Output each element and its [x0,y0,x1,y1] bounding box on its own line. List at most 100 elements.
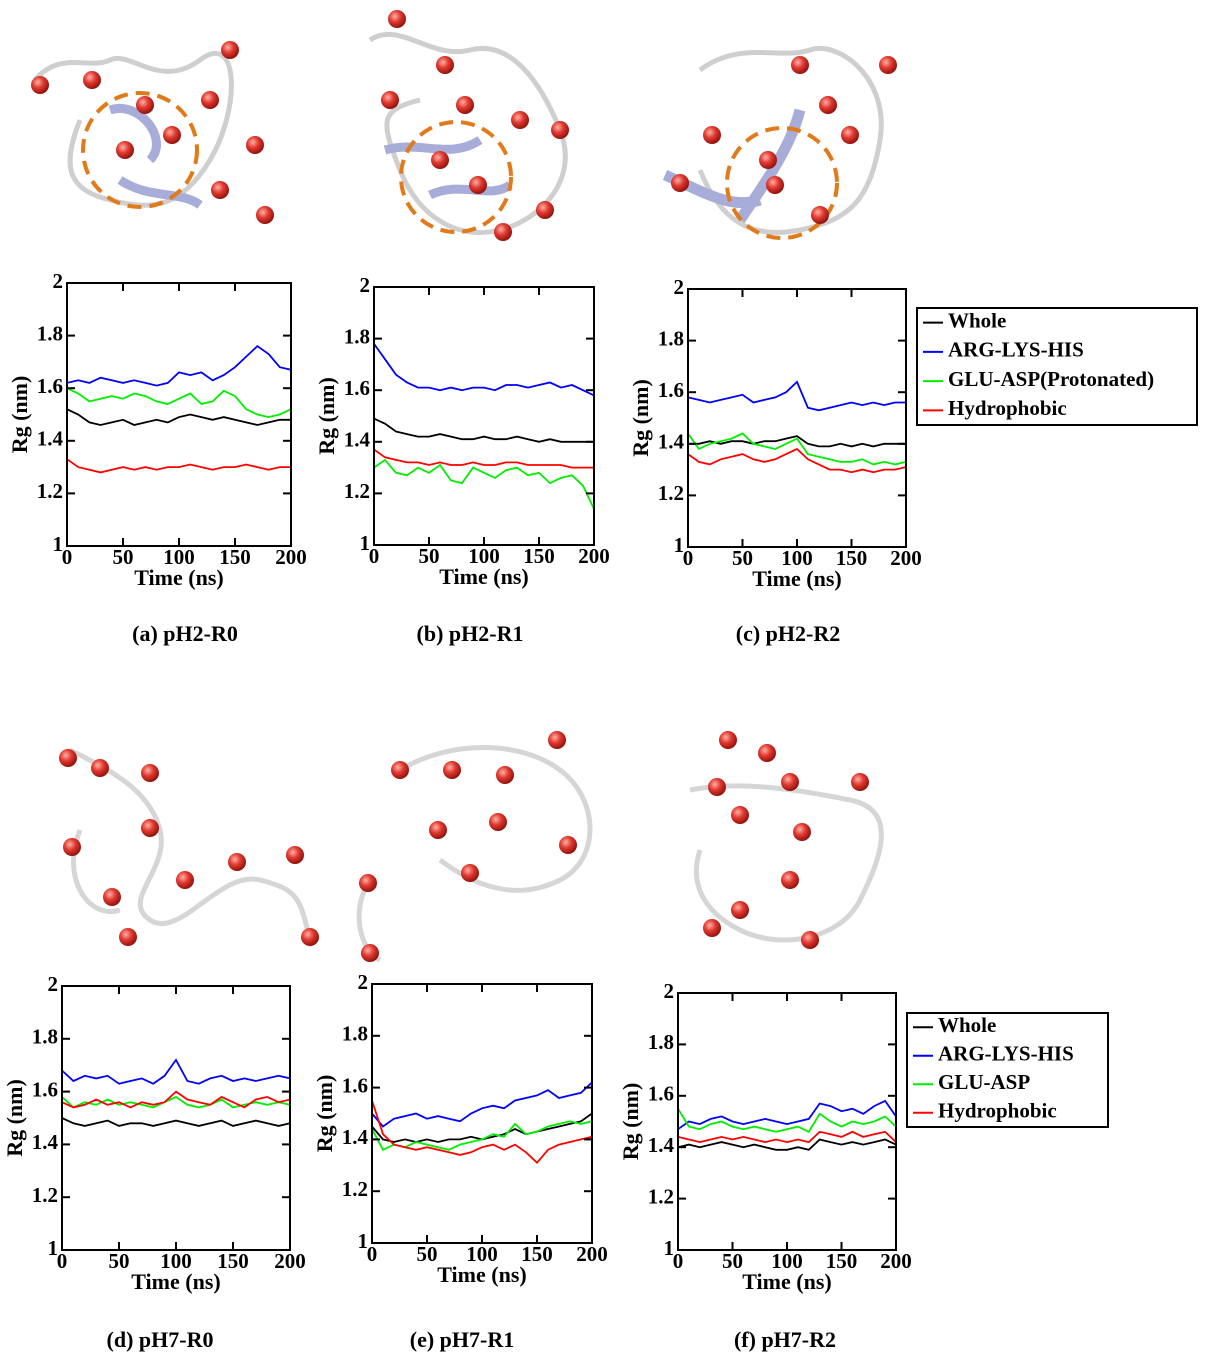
atom [781,773,799,791]
atom [548,731,566,749]
backbone [70,750,310,940]
y-tick-label: 1.6 [37,374,63,398]
series-line [374,344,594,396]
atom [559,836,577,854]
atom [31,76,49,94]
x-tick-label: 200 [275,545,307,569]
atom [359,874,377,892]
atom [83,71,101,89]
snapshot-b [370,10,569,241]
atom [103,888,121,906]
atom [388,10,406,28]
x-tick-label: 0 [62,545,73,569]
y-tick-label: 2 [664,979,675,1003]
series-line [372,1082,592,1126]
atom [91,759,109,777]
x-tick-label: 200 [880,1249,912,1273]
series-line [62,1097,290,1108]
y-tick-label: 1.6 [648,1082,674,1106]
atom [819,96,837,114]
x-tick-label: 50 [113,545,134,569]
x-axis-label: Time (ns) [742,1269,831,1294]
atom [758,744,776,762]
caption: (a) pH2-R0 [132,621,238,646]
atom [176,871,194,889]
atom [221,41,239,59]
atom [59,749,77,767]
y-tick-label: 1.4 [32,1130,59,1154]
legend-label: GLU-ASP(Protonated) [948,367,1154,391]
x-tick-label: 0 [683,546,694,570]
atom [851,773,869,791]
atom [436,56,454,74]
x-axis-label: Time (ns) [131,1269,220,1294]
series-line [688,382,906,410]
y-tick-label: 1.8 [37,321,63,345]
atom [708,778,726,796]
snapshot-d [59,749,319,946]
x-tick-label: 200 [576,1242,608,1266]
y-tick-label: 1.8 [658,326,684,350]
x-tick-label: 50 [732,546,753,570]
x-tick-label: 50 [417,1242,438,1266]
caption: (d) pH7-R0 [107,1327,214,1352]
legend-label: Whole [948,308,1006,332]
caption: (e) pH7-R1 [410,1327,514,1352]
series-line [374,460,594,509]
atom [703,126,721,144]
atom [801,931,819,949]
atom [496,766,514,784]
x-tick-label: 50 [419,544,440,568]
y-tick-label: 1.8 [342,1022,368,1046]
legend-label: Hydrophobic [938,1099,1057,1123]
legend-label: Hydrophobic [948,396,1067,420]
chart: 11.21.41.61.82050100150200Time (ns)Rg (n… [7,269,307,646]
atom [136,96,154,114]
y-tick-label: 1.4 [648,1133,675,1157]
plot-frame [688,289,906,547]
y-axis-label: Rg (nm) [2,1079,27,1157]
y-tick-label: 2 [48,972,59,996]
x-tick-label: 200 [578,544,610,568]
series-line [62,1118,290,1126]
y-axis-label: Rg (nm) [628,379,653,457]
x-tick-label: 150 [219,545,251,569]
series-line [67,346,291,386]
plot-frame [372,984,592,1243]
atom [391,761,409,779]
x-axis-label: Time (ns) [752,566,841,591]
caption: (c) pH2-R2 [736,621,840,646]
atom [719,731,737,749]
x-tick-label: 0 [369,544,380,568]
backbone [690,786,881,940]
snapshot-a [31,41,274,224]
atom [793,823,811,841]
x-tick-label: 200 [890,546,922,570]
atom [429,821,447,839]
plot-frame [374,287,594,545]
y-tick-label: 1.4 [344,428,371,452]
x-tick-label: 50 [722,1249,743,1273]
atom [246,136,264,154]
y-tick-label: 1.6 [658,378,684,402]
y-tick-label: 1.2 [344,479,370,503]
atom [766,176,784,194]
y-tick-label: 1.6 [344,376,370,400]
atom [879,56,897,74]
backbone [359,748,590,961]
series-line [678,1132,896,1142]
atom [63,838,81,856]
atom [781,871,799,889]
atom [703,919,721,937]
y-tick-label: 2 [53,269,64,293]
atom [228,853,246,871]
atom [141,764,159,782]
atom [119,928,137,946]
y-tick-label: 1.4 [37,427,64,451]
atom [536,201,554,219]
y-tick-label: 1.8 [32,1025,58,1049]
series-line [67,459,291,472]
atom [731,901,749,919]
